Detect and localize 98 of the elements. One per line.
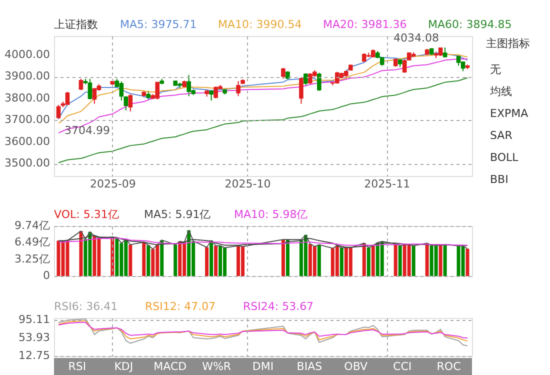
bar: [128, 244, 132, 276]
bar: [317, 244, 321, 276]
bar: [115, 238, 119, 276]
text: SAR: [490, 129, 513, 142]
text: MA10: 3990.54: [218, 18, 302, 31]
bar: [380, 241, 384, 276]
candlestick: [92, 87, 97, 104]
candlestick: [124, 96, 128, 111]
candlestick: [119, 80, 124, 102]
candlestick: [56, 104, 61, 120]
text: MACD: [154, 360, 187, 373]
candlestick: [209, 90, 214, 102]
bar: [174, 244, 178, 276]
bar: [434, 245, 438, 276]
x-tick-label: 2025-11: [364, 178, 410, 190]
bar: [151, 249, 155, 276]
bar: [210, 240, 214, 276]
text: CCI: [393, 360, 412, 373]
text: 主图指标: [486, 37, 530, 50]
text: EXPMA: [490, 107, 529, 120]
bar: [281, 240, 285, 276]
annotation: 4034.08: [394, 32, 440, 45]
y-tick-label: 53.93: [18, 331, 50, 344]
text: MA60: 3894.85: [428, 18, 512, 31]
bar: [335, 246, 339, 276]
candlestick: [299, 77, 304, 104]
text: KDJ: [114, 360, 134, 373]
bar: [398, 246, 402, 276]
bar: [286, 240, 290, 276]
candlestick: [65, 91, 70, 106]
y-tick-label: 9.74亿: [14, 219, 50, 232]
text: BOLL: [490, 151, 520, 164]
bar: [438, 245, 442, 276]
text: RSI: [68, 360, 86, 373]
y-tick-label: 0: [43, 269, 50, 282]
series-label: MA10: 5.98亿: [234, 208, 308, 221]
bar: [146, 245, 150, 276]
y-tick-label: 3600.00: [4, 134, 50, 148]
bar: [79, 231, 83, 276]
text: MA5: 3975.71: [120, 18, 197, 31]
x-tick-label: 2025-10: [224, 178, 271, 190]
bar: [466, 248, 470, 276]
bar: [92, 236, 96, 276]
candlestick: [281, 67, 286, 80]
y-tick-label: 12.75: [18, 349, 50, 362]
text: BBI: [490, 173, 508, 186]
bar: [412, 246, 416, 276]
candlestick: [78, 78, 84, 91]
bar: [461, 246, 465, 276]
bar: [56, 240, 60, 276]
candlestick: [304, 72, 308, 86]
bar: [366, 248, 370, 276]
bar: [160, 240, 164, 276]
bar: [443, 244, 447, 276]
line-series: [58, 238, 468, 246]
bar: [214, 246, 218, 276]
bar: [205, 247, 209, 276]
line-series: [58, 77, 468, 164]
y-tick-label: 6.49亿: [14, 236, 50, 249]
series-label: RSI6: 36.41: [54, 300, 118, 313]
y-tick-label: 3500.00: [4, 156, 50, 170]
series-label: MA5: 5.91亿: [144, 208, 211, 221]
text: DMI: [252, 360, 274, 373]
x-tick-label: 2025-09: [90, 178, 136, 190]
bar: [362, 243, 366, 276]
series-label: RSI24: 53.67: [243, 300, 314, 313]
candlestick: [317, 72, 322, 92]
bar: [312, 246, 316, 276]
text: ROC: [436, 360, 462, 373]
bar: [425, 243, 429, 276]
y-tick-label: 95.11: [18, 313, 50, 326]
y-tick-label: 3900.00: [4, 70, 50, 83]
bar: [371, 246, 375, 276]
y-tick-label: 3.25亿: [14, 252, 50, 266]
text: 无: [490, 63, 501, 76]
bar: [178, 241, 182, 276]
bar: [394, 244, 398, 276]
chart-title: 上证指数: [54, 18, 98, 31]
bar: [348, 248, 352, 276]
text: OBV: [344, 360, 368, 373]
candlestick: [128, 94, 133, 112]
series-label: VOL: 5.31亿: [54, 208, 119, 221]
bar: [340, 248, 344, 276]
annotation: 3704.99: [64, 124, 110, 138]
text: MA20: 3981.36: [323, 18, 407, 31]
bar: [142, 242, 146, 276]
candlestick: [88, 78, 92, 100]
text: RSI12: 47.07: [145, 300, 216, 313]
text: 均线: [489, 85, 512, 98]
bar: [407, 244, 411, 276]
y-tick-label: 4000.00: [4, 48, 50, 61]
text: W%R: [202, 360, 232, 373]
bar: [236, 246, 240, 276]
bar: [304, 234, 308, 276]
text: BIAS: [296, 360, 322, 373]
y-tick-label: 3700.00: [4, 113, 50, 126]
bar: [218, 246, 222, 276]
y-tick-label: 3800.00: [4, 91, 50, 104]
